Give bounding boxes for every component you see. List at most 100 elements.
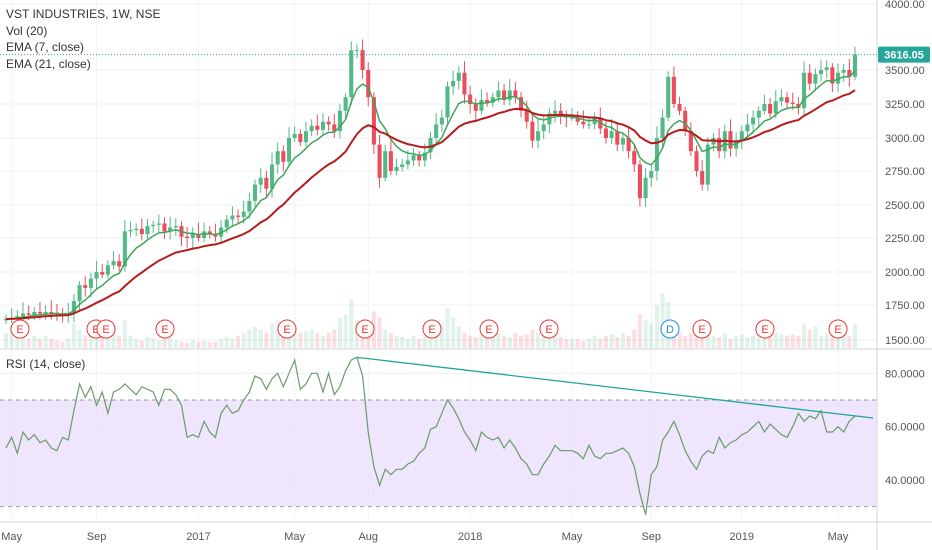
volume-bar xyxy=(779,334,784,348)
candle xyxy=(253,179,258,209)
candle xyxy=(739,125,744,150)
candle-body xyxy=(162,223,167,232)
price-tick-label: 1750.00 xyxy=(885,300,925,312)
volume-bar xyxy=(615,337,620,348)
marker-letter: E xyxy=(485,324,492,336)
candle xyxy=(219,220,224,242)
candle-body xyxy=(383,151,388,178)
candle xyxy=(802,61,807,115)
candle xyxy=(490,92,495,108)
volume-bar xyxy=(117,335,122,348)
volume-bar xyxy=(400,337,405,348)
candle xyxy=(298,129,303,147)
marker-letter: E xyxy=(161,324,168,336)
candle xyxy=(762,94,767,115)
marker-letter: E xyxy=(92,324,99,336)
volume-bar xyxy=(3,332,9,348)
earnings-marker: E xyxy=(479,319,499,339)
candle xyxy=(377,135,382,188)
candle-body xyxy=(360,50,365,70)
candle xyxy=(643,168,648,207)
marker-circle xyxy=(539,319,559,339)
volume-bar xyxy=(298,332,303,348)
candle-body xyxy=(654,138,659,171)
candle xyxy=(275,142,280,174)
volume-bar xyxy=(168,337,173,348)
volume-bar xyxy=(253,326,258,348)
candle-body xyxy=(785,97,790,103)
candle-body xyxy=(145,226,150,235)
time-tick-label: Sep xyxy=(87,531,107,543)
price-tick-label: 2250.00 xyxy=(885,233,925,245)
volume-bar xyxy=(847,335,852,348)
candle-body xyxy=(807,72,812,84)
candle xyxy=(835,63,841,93)
candle-body xyxy=(37,312,42,314)
candle xyxy=(649,164,654,187)
candle xyxy=(394,158,399,176)
ema21-legend: EMA (21, close) xyxy=(6,56,91,71)
candles xyxy=(3,39,858,324)
volume-bar xyxy=(173,340,178,348)
candle xyxy=(207,225,212,239)
candle-body xyxy=(100,272,105,275)
volume-bar xyxy=(688,332,693,348)
candle xyxy=(71,293,76,322)
candle-body xyxy=(405,160,410,165)
candle-body xyxy=(830,67,835,84)
candle-body xyxy=(298,133,303,142)
candle xyxy=(292,126,297,142)
marker-letter: E xyxy=(283,324,290,336)
volume-bar xyxy=(586,338,592,348)
volume-bar xyxy=(722,332,727,348)
candle xyxy=(388,139,393,175)
candle-body xyxy=(281,151,286,162)
candle xyxy=(756,106,761,128)
candle xyxy=(360,39,365,79)
candle-body xyxy=(513,90,518,98)
candle-body xyxy=(779,97,784,102)
candle xyxy=(151,220,156,234)
candle-body xyxy=(717,138,722,152)
earnings-marker: E xyxy=(539,319,559,339)
candle-body xyxy=(745,124,750,132)
candle xyxy=(258,167,263,193)
candle-body xyxy=(196,234,201,238)
volume-bar xyxy=(694,329,699,348)
candle-body xyxy=(728,131,733,149)
candle xyxy=(768,97,773,118)
candle-body xyxy=(536,131,541,141)
volume-bar xyxy=(94,330,99,348)
volume-bar xyxy=(281,329,286,348)
volume-bar xyxy=(632,329,637,348)
volume-bar xyxy=(852,323,858,348)
candle-body xyxy=(326,121,331,125)
candle xyxy=(139,218,144,241)
volume-bar xyxy=(320,335,325,348)
candle xyxy=(94,260,99,289)
candle xyxy=(479,89,484,115)
marker-letter: E xyxy=(428,324,435,336)
marker-circle xyxy=(10,319,30,339)
volume-bar xyxy=(519,335,524,348)
volume-bar xyxy=(637,314,642,348)
candle-body xyxy=(502,90,507,100)
volume-bar xyxy=(581,340,586,348)
candle-body xyxy=(83,285,88,288)
candle xyxy=(807,64,812,91)
candle xyxy=(779,89,784,107)
candle-body xyxy=(569,117,575,119)
candle-body xyxy=(388,151,393,171)
earnings-marker: E xyxy=(155,319,175,339)
rsi-tick-label: 40.0000 xyxy=(885,475,925,487)
volume-bar xyxy=(507,337,512,348)
candle xyxy=(309,119,314,137)
candle-body xyxy=(632,151,637,165)
candle-body xyxy=(185,236,190,238)
candle-body xyxy=(151,224,156,227)
volume-bar xyxy=(337,317,342,348)
time-tick-label: May xyxy=(562,531,583,543)
volume-bar xyxy=(405,338,410,348)
candle xyxy=(337,103,342,139)
